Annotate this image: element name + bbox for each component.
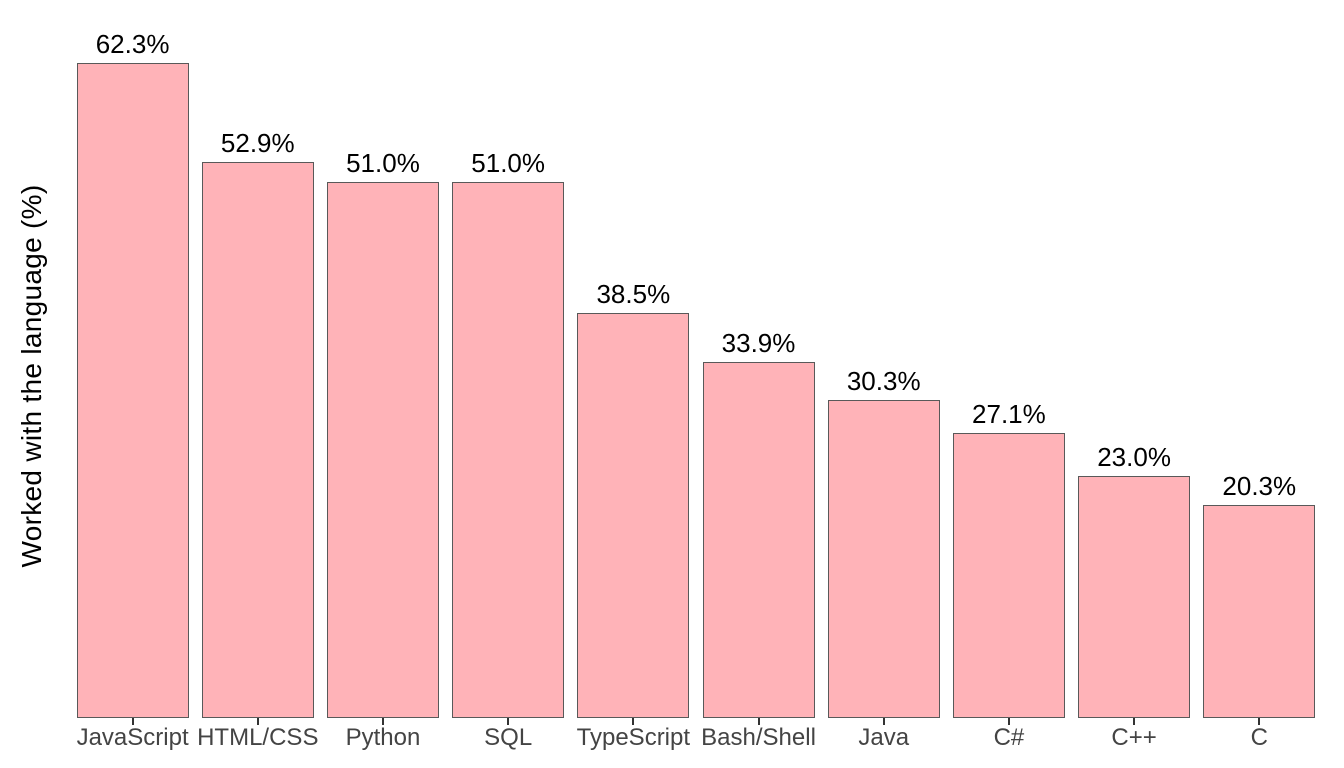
- x-axis-label-c: C: [1250, 724, 1268, 751]
- bar-bash-shell: [702, 361, 815, 718]
- bar-value-label-javascript: 62.3%: [95, 29, 170, 60]
- bar-group-c: 20.3% C: [1197, 0, 1322, 750]
- bar-csharp: [952, 433, 1065, 718]
- x-axis-label-java: Java: [858, 724, 910, 751]
- bar-value-label-sql: 51.0%: [471, 148, 546, 178]
- bar-value-label-cplusplus: 23.0%: [1097, 442, 1171, 473]
- plot-area: 62.3% JavaScript 52.9% HTML/CSS 51.0% Python 5…: [70, 0, 1322, 750]
- x-axis-label-javascript: JavaScript: [76, 724, 189, 751]
- x-axis-tick-html-css: [256, 718, 259, 725]
- bar-group-cplusplus: 23.0% C++: [1072, 0, 1197, 750]
- x-axis-tick-csharp: [1007, 718, 1010, 725]
- bar-group-typescript: 38.5% TypeScript: [571, 0, 696, 749]
- bar-java: [827, 399, 940, 718]
- bar-html-css: [201, 162, 314, 718]
- bar-value-label-c: 20.3%: [1222, 470, 1297, 501]
- bar-value-label-html-css: 52.9%: [220, 128, 295, 159]
- bar-sql: [452, 182, 565, 718]
- bar-group-javascript: 62.3% JavaScript: [70, 0, 195, 749]
- bar-value-label-python: 51.0%: [346, 148, 420, 178]
- bar-javascript: [76, 63, 189, 718]
- x-axis-tick-c: [1258, 718, 1261, 725]
- bar-group-java: 30.3% Java: [821, 0, 946, 750]
- x-axis-tick-sql: [507, 718, 510, 725]
- bar-python: [326, 182, 439, 718]
- x-axis-tick-python: [381, 718, 384, 725]
- bar-cplusplus: [1078, 476, 1191, 718]
- x-axis-tick-typescript: [632, 718, 635, 725]
- x-axis-label-bash-shell: Bash/Shell: [701, 724, 816, 751]
- x-axis-label-cplusplus: C++: [1111, 724, 1157, 751]
- bar-group-bash-shell: 33.9% Bash/Shell: [696, 0, 821, 750]
- bar-value-label-csharp: 27.1%: [972, 399, 1046, 430]
- y-axis-title: Worked with the language (%): [16, 184, 47, 568]
- bar-value-label-java: 30.3%: [846, 365, 921, 396]
- x-axis-label-typescript: TypeScript: [576, 724, 691, 751]
- x-axis-label-html-css: HTML/CSS: [197, 724, 319, 751]
- x-axis-tick-java: [882, 718, 885, 725]
- x-axis-tick-bash-shell: [757, 718, 760, 725]
- x-axis-tick-javascript: [131, 718, 134, 725]
- bar-c: [1203, 504, 1316, 718]
- bar-group-sql: 51.0% SQL: [446, 0, 571, 750]
- x-axis-label-csharp: C#: [993, 724, 1025, 751]
- bar-group-python: 51.0% Python: [320, 0, 445, 750]
- x-axis-tick-cplusplus: [1133, 718, 1136, 725]
- x-axis-label-python: Python: [345, 724, 421, 751]
- bar-typescript: [577, 313, 690, 718]
- bar-value-label-bash-shell: 33.9%: [721, 327, 796, 358]
- x-axis-label-sql: SQL: [484, 724, 533, 751]
- bar-group-csharp: 27.1% C#: [946, 0, 1071, 750]
- bar-group-html-css: 52.9% HTML/CSS: [195, 0, 320, 749]
- bar-value-label-typescript: 38.5%: [596, 279, 671, 310]
